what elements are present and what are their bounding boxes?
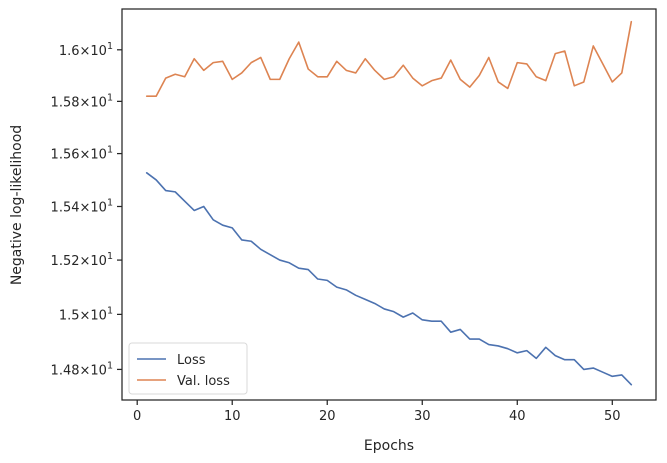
y-tick-exponent: 1 <box>107 305 113 316</box>
y-tick-times: × <box>80 148 91 163</box>
x-tick-label: 40 <box>509 409 526 424</box>
y-tick-label: 1.6×101 <box>59 41 113 59</box>
x-tick-label: 10 <box>224 409 241 424</box>
y-tick-times: × <box>80 254 91 269</box>
y-tick-times: × <box>80 308 91 323</box>
y-tick-times: × <box>80 200 91 215</box>
legend-entry-label: Loss <box>177 353 206 368</box>
y-tick-base: 10 <box>90 254 107 269</box>
y-tick-label: 1.5×101 <box>59 305 113 323</box>
y-tick-times: × <box>80 44 91 59</box>
legend-entry-label: Val. loss <box>177 374 230 389</box>
y-tick-mantissa: 1.48 <box>51 363 80 378</box>
y-tick-mantissa: 1.54 <box>51 200 80 215</box>
y-tick-times: × <box>80 363 91 378</box>
y-tick-base: 10 <box>90 44 107 59</box>
y-tick-times: × <box>80 95 91 110</box>
x-tick-label: 50 <box>604 409 621 424</box>
y-tick-mantissa: 1.56 <box>51 148 80 163</box>
y-tick-exponent: 1 <box>107 197 113 208</box>
y-tick-exponent: 1 <box>107 92 113 103</box>
x-axis-label: Epochs <box>364 438 414 454</box>
y-tick-label: 1.56×101 <box>51 145 113 163</box>
y-tick-label: 1.52×101 <box>51 251 113 269</box>
y-tick-exponent: 1 <box>107 360 113 371</box>
y-tick-mantissa: 1.6 <box>59 44 80 59</box>
y-tick-exponent: 1 <box>107 251 113 262</box>
y-tick-exponent: 1 <box>107 41 113 52</box>
y-tick-base: 10 <box>90 148 107 163</box>
y-tick-mantissa: 1.52 <box>51 254 80 269</box>
y-tick-label: 1.54×101 <box>51 197 113 215</box>
legend: Loss Val. loss <box>128 342 248 395</box>
legend-box <box>128 342 248 395</box>
y-tick-label: 1.48×101 <box>51 360 113 378</box>
x-tick-label: 0 <box>133 409 141 424</box>
y-tick-label: 1.58×101 <box>51 92 113 110</box>
x-tick-label: 20 <box>319 409 336 424</box>
ticks-layer: 0 10 20 30 40 501.48×1011.5×1011.52×1011.54×1… <box>51 41 621 424</box>
y-tick-mantissa: 1.58 <box>51 95 80 110</box>
y-tick-base: 10 <box>90 308 107 323</box>
x-tick-label: 30 <box>414 409 431 424</box>
y-tick-mantissa: 1.5 <box>59 308 80 323</box>
y-tick-base: 10 <box>90 95 107 110</box>
plot-frame <box>121 8 657 401</box>
series-line-loss <box>145 172 633 386</box>
y-tick-base: 10 <box>90 363 107 378</box>
y-tick-exponent: 1 <box>107 145 113 156</box>
series-line-val-loss <box>145 20 633 97</box>
y-tick-base: 10 <box>90 200 107 215</box>
y-axis-label: Negative log-likelihood <box>9 125 25 285</box>
series-layer <box>145 20 633 386</box>
